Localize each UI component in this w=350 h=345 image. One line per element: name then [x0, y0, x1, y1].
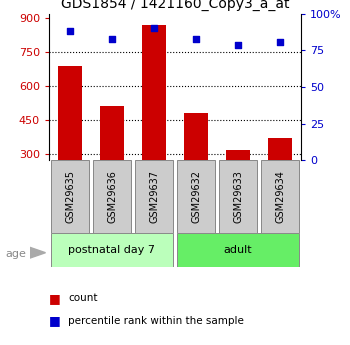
FancyBboxPatch shape [219, 160, 257, 233]
FancyBboxPatch shape [51, 160, 89, 233]
Bar [184, 113, 208, 160]
Text: percentile rank within the sample: percentile rank within the sample [68, 316, 244, 326]
Bar [142, 25, 166, 160]
Text: ■: ■ [49, 292, 61, 305]
Text: GSM29633: GSM29633 [233, 170, 243, 223]
Text: GSM29634: GSM29634 [275, 170, 285, 223]
Bar [226, 150, 250, 160]
FancyBboxPatch shape [51, 233, 173, 267]
FancyBboxPatch shape [177, 233, 299, 267]
FancyBboxPatch shape [93, 160, 131, 233]
Text: GSM29635: GSM29635 [65, 170, 75, 223]
Polygon shape [30, 247, 46, 258]
Text: age: age [5, 249, 26, 258]
Text: GSM29636: GSM29636 [107, 170, 117, 223]
Title: GDS1854 / 1421160_Copy3_a_at: GDS1854 / 1421160_Copy3_a_at [61, 0, 289, 11]
Text: postnatal day 7: postnatal day 7 [69, 245, 155, 255]
Text: GSM29632: GSM29632 [191, 170, 201, 223]
FancyBboxPatch shape [177, 160, 215, 233]
Bar [58, 66, 82, 160]
Text: ■: ■ [49, 314, 61, 327]
Text: GSM29637: GSM29637 [149, 170, 159, 223]
Point [235, 42, 241, 47]
Point [277, 39, 283, 45]
Point [67, 29, 73, 34]
Point [109, 36, 115, 41]
Bar [100, 106, 124, 160]
Point [151, 26, 157, 31]
Text: adult: adult [224, 245, 252, 255]
FancyBboxPatch shape [261, 160, 299, 233]
Bar [268, 138, 292, 160]
Point [193, 36, 199, 41]
Text: count: count [68, 294, 98, 303]
FancyBboxPatch shape [135, 160, 173, 233]
